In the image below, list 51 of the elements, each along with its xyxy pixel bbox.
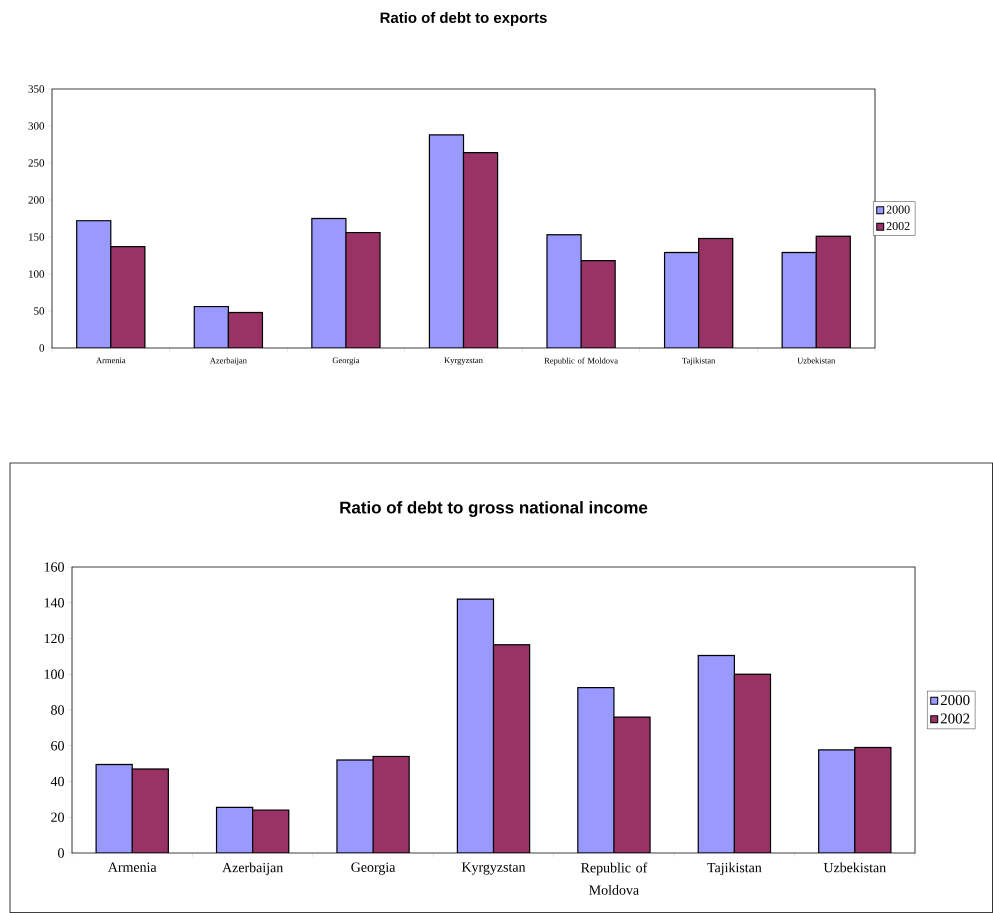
bar [614,717,650,853]
bar [456,598,494,853]
y-tick-label: 200 [28,196,44,204]
x-tick-label: Uzbekistan [824,862,886,872]
x-tick-label: Republic of Moldova [581,862,648,895]
x-tick-label: Georgia [351,862,396,875]
y-tick-label: 100 [44,670,64,679]
y-tick-label: 0 [39,344,44,352]
x-tick-label: Armenia [96,358,126,364]
x-tick-label: Uzbekistan [797,358,836,364]
y-tick-label: 0 [58,848,64,858]
y-tick-label: 120 [44,634,64,644]
y-tick-label: 350 [28,85,44,93]
bar [336,759,374,853]
bar [698,654,735,853]
bar [578,688,614,853]
y-tick-label: 150 [29,233,44,241]
x-tick-label: Kyrgyzstan [444,358,483,365]
y-tick-label: 20 [51,812,64,822]
chart-title: Ratio of debt to exports [380,12,547,26]
x-tick-label: Azerbaijan [222,862,284,876]
x-tick-label: Georgia [332,358,360,365]
bar [216,806,254,853]
x-tick-label: Tajikistan [682,358,716,366]
y-tick-label: 50 [34,307,44,315]
x-tick-label: Kyrgyzstan [462,862,526,875]
legend-label: 2000 [940,695,970,706]
y-tick-label: 140 [44,598,64,608]
y-tick-label: 60 [51,741,64,750]
x-tick-label: Azerbaijan [210,358,247,366]
bar [132,768,169,853]
bar [854,746,892,853]
y-tick-label: 300 [28,122,44,130]
legend-label: 2000 [886,206,910,214]
bar [734,674,772,853]
bar [818,749,856,853]
y-tick-label: 250 [28,159,44,167]
y-tick-label: 80 [51,705,64,715]
x-tick-label: Republic of Moldova [544,357,618,366]
legend-label: 2002 [886,222,910,230]
x-tick-label: Armenia [108,862,156,872]
legend-label: 2002 [940,713,970,724]
bar [372,756,410,853]
y-tick-label: 100 [29,270,44,278]
bar [95,764,133,853]
chart-title: Ratio of debt to gross national income [340,501,648,517]
bar [252,809,290,853]
x-tick-label: Tajikistan [707,862,762,876]
y-tick-label: 40 [50,776,64,786]
y-tick-label: 160 [44,562,64,572]
bar [492,644,530,853]
